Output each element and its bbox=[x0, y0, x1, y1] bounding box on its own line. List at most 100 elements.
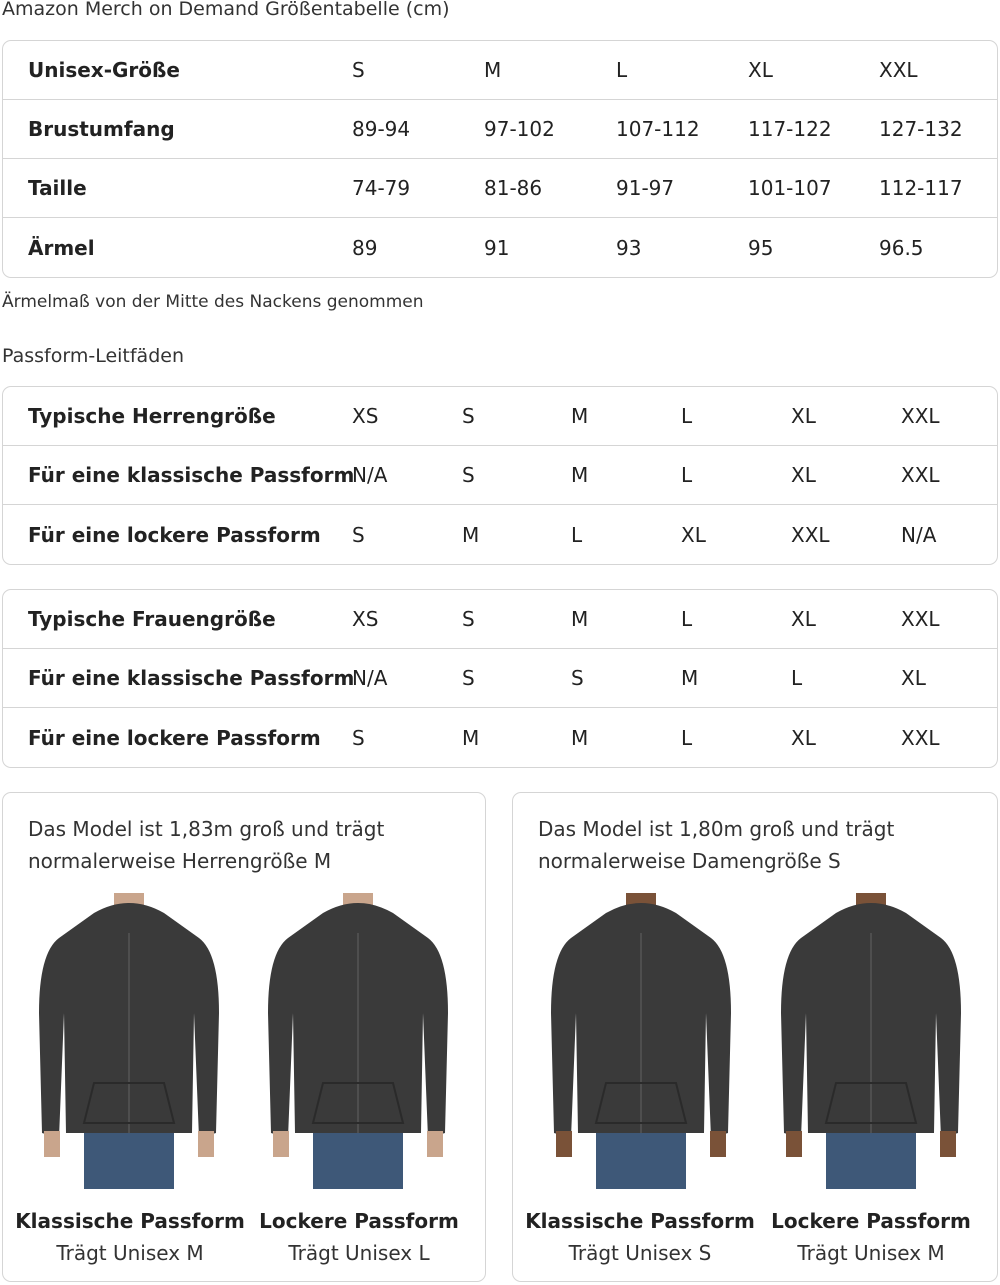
hoodie-model-icon bbox=[781, 893, 961, 1189]
model-photo-classic bbox=[34, 893, 224, 1189]
table-cell: M bbox=[484, 58, 502, 82]
table-row: Für eine klassische Passform N/A S S M L XL bbox=[3, 649, 997, 708]
row-label: Ärmel bbox=[28, 235, 95, 260]
table-cell: XXL bbox=[901, 607, 940, 631]
table-cell: XL bbox=[748, 58, 773, 82]
row-label: Für eine lockere Passform bbox=[28, 522, 321, 547]
men-model-card: Das Model ist 1,83m groß und trägt norma… bbox=[2, 792, 486, 1282]
table-cell: 96.5 bbox=[879, 235, 924, 260]
table-row: Brustumfang 89-94 97-102 107-112 117-122 127-… bbox=[3, 100, 997, 159]
table-cell: 117-122 bbox=[748, 117, 832, 141]
table-cell: 127-132 bbox=[879, 117, 963, 141]
fit-size: Trägt Unisex M bbox=[797, 1241, 945, 1265]
sleeve-note: Ärmelmaß von der Mitte des Nackens genom… bbox=[2, 292, 424, 312]
row-label: Für eine klassische Passform bbox=[28, 463, 355, 487]
fit-title: Klassische Passform bbox=[525, 1209, 755, 1233]
table-cell: 107-112 bbox=[616, 117, 700, 141]
row-label: Brustumfang bbox=[28, 117, 175, 141]
table-cell: M bbox=[462, 522, 480, 547]
table-row: Unisex-Größe S M L XL XXL bbox=[3, 41, 997, 100]
table-cell: S bbox=[462, 666, 475, 690]
table-row: Für eine lockere Passform S M M L XL XXL bbox=[3, 708, 997, 767]
table-cell: 93 bbox=[616, 235, 642, 260]
row-label: Unisex-Größe bbox=[28, 58, 180, 82]
table-cell: XS bbox=[352, 607, 379, 631]
table-cell: L bbox=[571, 522, 583, 547]
table-cell: 89 bbox=[352, 235, 378, 260]
table-cell: N/A bbox=[352, 666, 388, 690]
table-cell: S bbox=[571, 666, 584, 690]
table-cell: L bbox=[681, 725, 693, 750]
men-fit-table: Typische Herrengröße XS S M L XL XXL Für eine k… bbox=[2, 386, 998, 565]
table-cell: S bbox=[462, 607, 475, 631]
table-row: Taille 74-79 81-86 91-97 101-107 112-117 bbox=[3, 159, 997, 218]
table-cell: S bbox=[462, 404, 475, 428]
table-cell: XL bbox=[791, 725, 816, 750]
row-label: Taille bbox=[28, 176, 87, 200]
fit-title: Klassische Passform bbox=[15, 1209, 245, 1233]
table-cell: XXL bbox=[791, 522, 830, 547]
table-row: Für eine klassische Passform N/A S M L XL XXL bbox=[3, 446, 997, 505]
hoodie-model-icon bbox=[551, 893, 731, 1189]
table-row: Typische Herrengröße XS S M L XL XXL bbox=[3, 387, 997, 446]
table-cell: 101-107 bbox=[748, 176, 832, 200]
model-caption: Das Model ist 1,80m groß und trägt norma… bbox=[538, 817, 895, 873]
hoodie-model-icon bbox=[268, 893, 448, 1189]
table-cell: M bbox=[571, 607, 589, 631]
table-cell: L bbox=[681, 463, 693, 487]
table-cell: XL bbox=[901, 666, 926, 690]
table-cell: XL bbox=[791, 463, 816, 487]
table-cell: XXL bbox=[901, 725, 940, 750]
table-cell: L bbox=[616, 58, 628, 82]
model-photo-loose bbox=[776, 893, 966, 1189]
table-cell: XXL bbox=[879, 58, 918, 82]
table-cell: XXL bbox=[901, 404, 940, 428]
table-cell: S bbox=[352, 58, 365, 82]
table-row: Für eine lockere Passform S M L XL XXL N/A bbox=[3, 505, 997, 564]
table-cell: 112-117 bbox=[879, 176, 963, 200]
table-cell: XL bbox=[791, 607, 816, 631]
table-cell: M bbox=[571, 404, 589, 428]
row-label: Für eine lockere Passform bbox=[28, 725, 321, 750]
table-row: Ärmel 89 91 93 95 96.5 bbox=[3, 218, 997, 277]
table-cell: XXL bbox=[901, 463, 940, 487]
row-label: Für eine klassische Passform bbox=[28, 666, 355, 690]
fit-title: Lockere Passform bbox=[771, 1209, 971, 1233]
fit-size: Trägt Unisex M bbox=[56, 1241, 204, 1265]
fit-size: Trägt Unisex S bbox=[568, 1241, 712, 1265]
table-cell: N/A bbox=[352, 463, 388, 487]
table-cell: L bbox=[791, 666, 803, 690]
table-cell: XS bbox=[352, 404, 379, 428]
row-label: Typische Herrengröße bbox=[28, 404, 276, 428]
table-cell: XL bbox=[791, 404, 816, 428]
size-table: Unisex-Größe S M L XL XXL Brustumfang 89-94 97-1… bbox=[2, 40, 998, 278]
table-cell: 91 bbox=[484, 235, 510, 260]
model-photo-loose bbox=[263, 893, 453, 1189]
table-cell: 97-102 bbox=[484, 117, 555, 141]
table-cell: S bbox=[352, 522, 365, 547]
model-photo-classic bbox=[546, 893, 736, 1189]
women-model-card: Das Model ist 1,80m groß und trägt norma… bbox=[512, 792, 998, 1282]
page-title: Amazon Merch on Demand Größentabelle (cm… bbox=[2, 0, 450, 20]
table-cell: L bbox=[681, 404, 693, 428]
table-cell: 74-79 bbox=[352, 176, 411, 200]
table-cell: 89-94 bbox=[352, 117, 411, 141]
fit-guide-title: Passform-Leitfäden bbox=[2, 345, 184, 367]
model-caption: Das Model ist 1,83m groß und trägt norma… bbox=[28, 817, 385, 873]
row-label: Typische Frauengröße bbox=[28, 607, 276, 631]
table-cell: M bbox=[571, 463, 589, 487]
fit-title: Lockere Passform bbox=[259, 1209, 459, 1233]
table-cell: L bbox=[681, 607, 693, 631]
fit-size: Trägt Unisex L bbox=[288, 1241, 430, 1265]
table-cell: 91-97 bbox=[616, 176, 675, 200]
table-cell: N/A bbox=[901, 522, 937, 547]
table-cell: M bbox=[571, 725, 589, 750]
table-cell: 81-86 bbox=[484, 176, 543, 200]
table-cell: 95 bbox=[748, 235, 774, 260]
table-cell: M bbox=[681, 666, 699, 690]
table-cell: S bbox=[462, 463, 475, 487]
table-cell: S bbox=[352, 725, 365, 750]
table-row: Typische Frauengröße XS S M L XL XXL bbox=[3, 590, 997, 649]
women-fit-table: Typische Frauengröße XS S M L XL XXL Für eine k… bbox=[2, 589, 998, 768]
table-cell: M bbox=[462, 725, 480, 750]
